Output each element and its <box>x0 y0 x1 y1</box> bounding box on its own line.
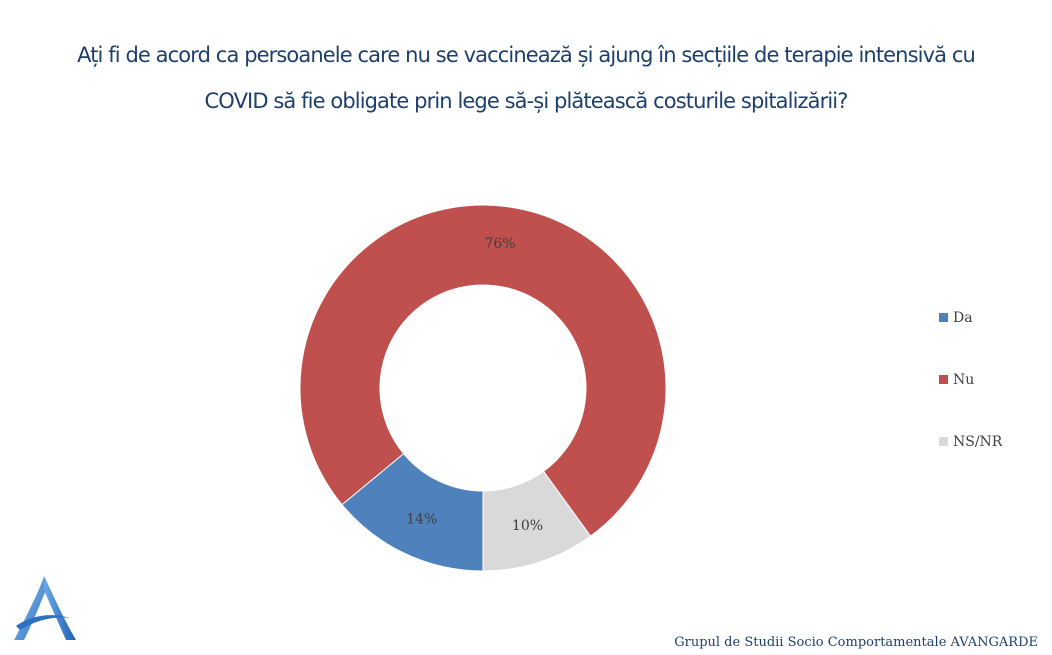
legend-label: Nu <box>953 372 975 388</box>
legend-label: Da <box>953 310 973 326</box>
footer-credit: Grupul de Studii Socio Comportamentale A… <box>674 635 1038 650</box>
slice-nu <box>299 204 667 537</box>
avangarde-logo <box>10 574 80 649</box>
avangarde-logo-icon <box>14 576 76 640</box>
legend-item-nu: Nu <box>939 372 974 388</box>
legend-label: NS/NR <box>953 434 1003 450</box>
legend-swatch <box>939 375 948 384</box>
slice-label-nu: 76% <box>484 236 515 252</box>
slice-label-da: 14% <box>406 511 437 527</box>
chart-title-line-1: Ați fi de acord ca persoanele care nu se… <box>77 43 976 67</box>
chart-title-line-2: COVID să fie obligate prin lege să-și pl… <box>204 89 849 113</box>
legend-item-ns-nr: NS/NR <box>939 434 1002 450</box>
slice-label-ns-nr: 10% <box>512 518 543 534</box>
legend-swatch <box>939 437 948 446</box>
legend-swatch <box>939 313 948 322</box>
chart-title: Ați fi de acord ca persoanele care nu se… <box>20 32 1032 124</box>
legend-item-da: Da <box>939 310 973 326</box>
